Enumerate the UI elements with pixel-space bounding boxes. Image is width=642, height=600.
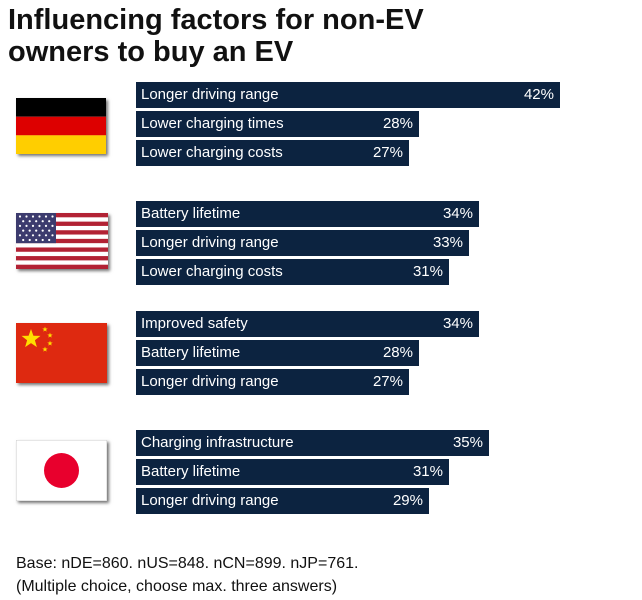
bar-cn-longer-driving-range: Longer driving range 27%: [136, 369, 409, 395]
bar-label: Battery lifetime: [141, 344, 241, 361]
bar-cn-battery-lifetime: Battery lifetime 28%: [136, 340, 419, 366]
bar-us-lower-charging-costs: Lower charging costs 31%: [136, 259, 449, 285]
chart-title: Influencing factors for non-EV owners to…: [8, 4, 608, 68]
bar-cn-improved-safety: Improved safety 34%: [136, 311, 479, 337]
bar-us-battery-lifetime: Battery lifetime 34%: [136, 201, 479, 227]
bar-label: Longer driving range: [141, 492, 279, 509]
chart-title-line-2: owners to buy an EV: [8, 36, 294, 68]
usa-flag: [16, 213, 108, 269]
bar-jp-longer-driving-range: Longer driving range 29%: [136, 488, 429, 514]
bar-label: Lower charging costs: [141, 144, 283, 161]
bar-label: Charging infrastructure: [141, 434, 294, 451]
bar-us-longer-driving-range: Longer driving range 33%: [136, 230, 469, 256]
bar-value: 33%: [432, 234, 463, 251]
bar-label: Improved safety: [141, 315, 248, 332]
bar-de-longer-driving-range: Longer driving range 42%: [136, 82, 560, 108]
bar-value: 28%: [382, 115, 413, 132]
bar-label: Longer driving range: [141, 373, 279, 390]
bar-value: 31%: [412, 263, 443, 280]
bar-label: Longer driving range: [141, 234, 279, 251]
china-flag: [16, 323, 107, 383]
bar-label: Lower charging times: [141, 115, 284, 132]
japan-flag: [16, 440, 107, 501]
footnote-base: Base: nDE=860. nUS=848. nCN=899. nJP=761…: [16, 555, 359, 572]
footnote: Base: nDE=860. nUS=848. nCN=899. nJP=761…: [16, 552, 358, 598]
bar-value: 34%: [442, 315, 473, 332]
bar-value: 35%: [452, 434, 483, 451]
footnote-note: (Multiple choice, choose max. three answ…: [16, 578, 338, 595]
bar-value: 34%: [442, 205, 473, 222]
bar-value: 27%: [372, 144, 403, 161]
bar-label: Lower charging costs: [141, 263, 283, 280]
bar-value: 28%: [382, 344, 413, 361]
germany-flag: [16, 98, 106, 154]
bar-label: Battery lifetime: [141, 205, 241, 222]
bar-de-lower-charging-costs: Lower charging costs 27%: [136, 140, 409, 166]
bar-value: 42%: [523, 86, 554, 103]
bar-de-lower-charging-times: Lower charging times 28%: [136, 111, 419, 137]
bar-value: 31%: [412, 463, 443, 480]
bar-jp-charging-infrastructure: Charging infrastructure 35%: [136, 430, 489, 456]
bar-label: Battery lifetime: [141, 463, 241, 480]
chart-title-line-1: Influencing factors for non-EV: [8, 4, 424, 36]
bar-value: 29%: [392, 492, 423, 509]
bar-value: 27%: [372, 373, 403, 390]
bar-jp-battery-lifetime: Battery lifetime 31%: [136, 459, 449, 485]
bar-label: Longer driving range: [141, 86, 279, 103]
